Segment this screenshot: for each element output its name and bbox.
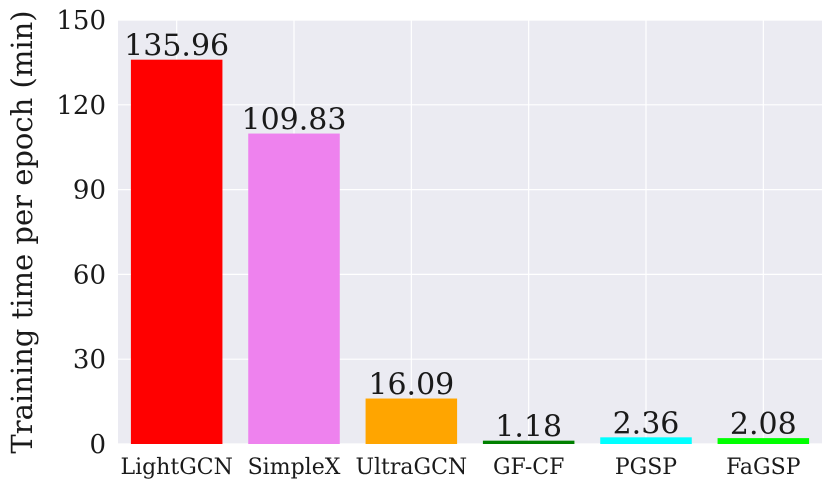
bar-value-label: 109.83 xyxy=(242,103,347,138)
bar-value-label: 2.08 xyxy=(730,407,797,442)
bar-ultragcn xyxy=(365,398,458,444)
y-tick-label: 0 xyxy=(89,430,106,460)
y-axis-title: Training time per epoch (min) xyxy=(5,10,39,453)
y-tick-label: 60 xyxy=(73,260,106,290)
x-tick-label: FaGSP xyxy=(726,455,801,480)
x-tick-label: PGSP xyxy=(615,455,677,480)
y-tick-label: 90 xyxy=(73,176,106,206)
y-tick-label: 120 xyxy=(56,91,106,121)
plot-background xyxy=(118,20,822,444)
bar-value-label: 1.18 xyxy=(495,410,562,445)
y-axis-ticks: 0 30 60 90 120 150 xyxy=(56,6,106,460)
grid-lines xyxy=(118,19,822,445)
y-tick-label: 150 xyxy=(56,6,106,36)
bar-fagsp xyxy=(717,438,810,444)
bar-lightgcn xyxy=(130,59,223,444)
x-tick-label: LightGCN xyxy=(120,455,232,480)
bar-simplex xyxy=(248,133,340,445)
bar-pgsp xyxy=(600,437,692,444)
y-tick-label: 30 xyxy=(73,345,106,375)
bar-value-label: 16.09 xyxy=(368,368,454,403)
data-labels: 135.96 109.83 16.09 1.18 2.36 2.08 xyxy=(124,29,797,445)
bar-value-label: 2.36 xyxy=(613,406,680,441)
x-axis-ticks: LightGCN SimpleX UltraGCN GF-CF PGSP FaGSP xyxy=(120,455,800,480)
x-tick-label: SimpleX xyxy=(248,455,341,480)
bars xyxy=(130,59,810,445)
bar-gf-cf xyxy=(482,440,575,444)
bar-value-label: 135.96 xyxy=(124,29,229,64)
x-tick-label: UltraGCN xyxy=(355,455,467,480)
x-tick-label: GF-CF xyxy=(493,455,564,480)
